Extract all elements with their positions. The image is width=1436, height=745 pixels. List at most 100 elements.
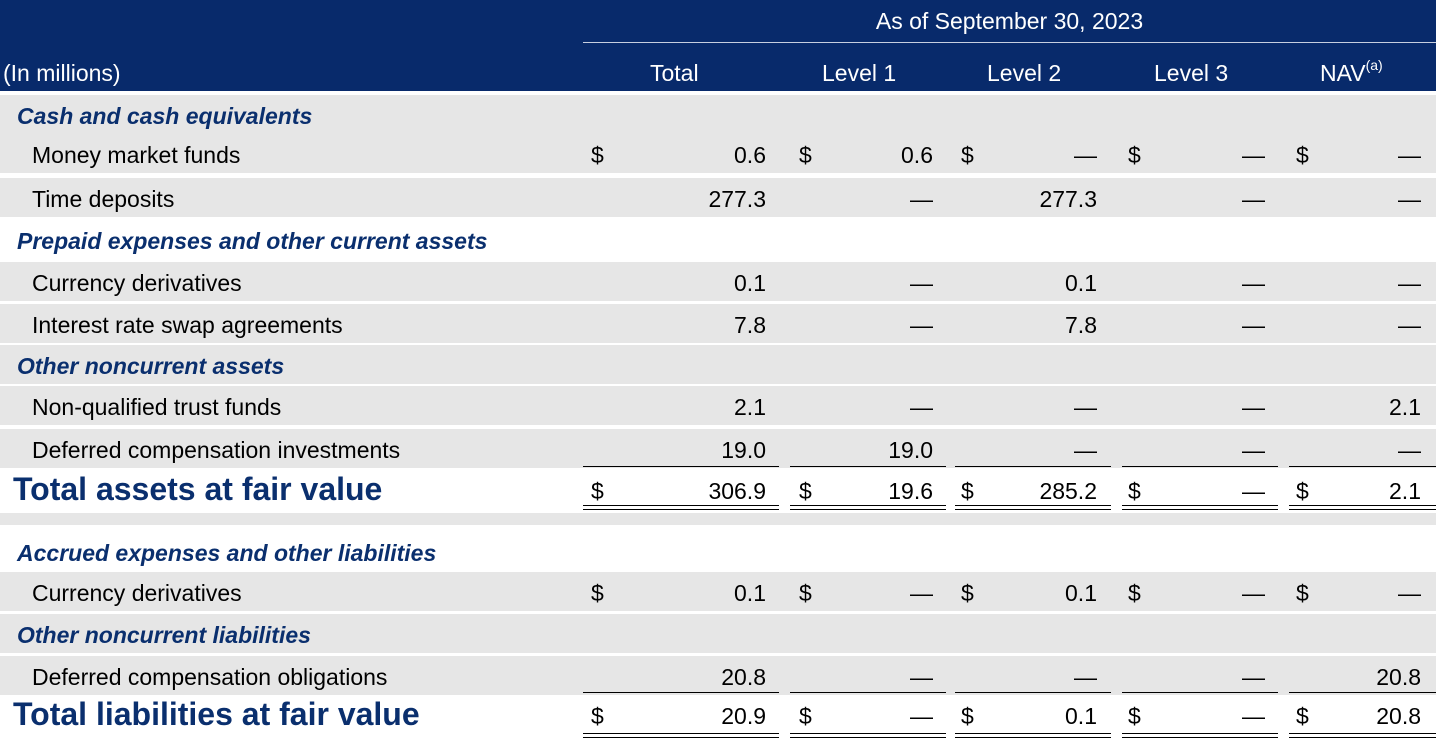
cell-level-3: — <box>1242 437 1265 463</box>
cell-total: 277.3 <box>708 186 766 212</box>
cell-level-1: 19.0 <box>888 437 933 463</box>
subtotal-rule <box>955 692 1111 693</box>
cell-level-2: 285.2 <box>1039 478 1097 504</box>
currency-symbol: $ <box>799 703 812 729</box>
currency-symbol: $ <box>591 580 604 606</box>
cell-level-2: — <box>1074 394 1097 420</box>
subtotal-rule <box>955 466 1111 467</box>
table-row-total-liabilities: Total liabilities at fair value $ 20.9 $… <box>0 695 1436 737</box>
cell-level-1: — <box>910 394 933 420</box>
table-row-time-deposits: Time deposits 277.3 — 277.3 — — <box>0 178 1436 217</box>
section-row-noncurrent-assets: Other noncurrent assets <box>0 345 1436 384</box>
cell-level-1: — <box>910 312 933 338</box>
cell-nav: — <box>1398 312 1421 338</box>
section-title: Other noncurrent assets <box>17 353 285 379</box>
row-label: Money market funds <box>32 142 241 168</box>
cell-level-2: — <box>1074 437 1097 463</box>
cell-level-1: — <box>910 270 933 296</box>
total-double-rule <box>583 505 779 510</box>
currency-symbol: $ <box>1296 703 1309 729</box>
table-row-money-market: Money market funds $ 0.6 $ 0.6 $ — $ — $… <box>0 134 1436 173</box>
cell-level-3: — <box>1242 312 1265 338</box>
cell-nav: — <box>1398 437 1421 463</box>
section-row-noncurrent-liabilities: Other noncurrent liabilities <box>0 614 1436 653</box>
nav-label: NAV <box>1320 60 1366 86</box>
row-label: Interest rate swap agreements <box>32 312 343 338</box>
unit-label: (In millions) <box>3 60 121 86</box>
cell-total: 306.9 <box>708 478 766 504</box>
nav-footnote: (a) <box>1365 57 1383 73</box>
section-row-accrued: Accrued expenses and other liabilities <box>0 532 1436 571</box>
cell-level-3: — <box>1242 580 1265 606</box>
table-row-trust-funds: Non-qualified trust funds 2.1 — — — 2.1 <box>0 386 1436 425</box>
section-title: Prepaid expenses and other current asset… <box>17 228 488 254</box>
spacer-band <box>0 513 1436 525</box>
currency-symbol: $ <box>1128 478 1141 504</box>
currency-symbol: $ <box>961 478 974 504</box>
cell-nav: 2.1 <box>1389 478 1421 504</box>
table-header: As of September 30, 2023 (In millions) T… <box>0 0 1436 91</box>
cell-level-3: — <box>1242 664 1265 690</box>
currency-symbol: $ <box>591 703 604 729</box>
cell-total: 0.1 <box>734 580 766 606</box>
row-label: Deferred compensation investments <box>32 437 401 463</box>
total-double-rule <box>1289 733 1436 738</box>
cell-nav: 20.8 <box>1376 664 1421 690</box>
cell-level-3: — <box>1242 270 1265 296</box>
section-row-prepaid: Prepaid expenses and other current asset… <box>0 220 1436 259</box>
cell-nav: — <box>1398 270 1421 296</box>
cell-nav: — <box>1398 186 1421 212</box>
cell-level-3: — <box>1242 394 1265 420</box>
currency-symbol: $ <box>1296 478 1309 504</box>
table-row-total-assets: Total assets at fair value $ 306.9 $ 19.… <box>0 470 1436 512</box>
cell-total: 20.9 <box>721 703 766 729</box>
total-double-rule <box>1289 505 1436 510</box>
total-label: Total liabilities at fair value <box>13 696 420 732</box>
subtotal-rule <box>1289 692 1436 693</box>
currency-symbol: $ <box>799 142 812 168</box>
cell-total: 0.6 <box>734 142 766 168</box>
total-double-rule <box>955 733 1111 738</box>
currency-symbol: $ <box>1128 580 1141 606</box>
cell-level-3: — <box>1242 703 1265 729</box>
currency-symbol: $ <box>799 478 812 504</box>
section-row-cash: Cash and cash equivalents <box>0 95 1436 134</box>
row-label: Time deposits <box>32 186 175 212</box>
currency-symbol: $ <box>591 478 604 504</box>
currency-symbol: $ <box>1296 142 1309 168</box>
cell-level-1: — <box>910 703 933 729</box>
cell-level-1: — <box>910 186 933 212</box>
cell-nav: — <box>1398 580 1421 606</box>
column-header-level-1: Level 1 <box>822 60 897 86</box>
cell-level-1: — <box>910 580 933 606</box>
cell-level-1: 19.6 <box>888 478 933 504</box>
cell-level-3: — <box>1242 142 1265 168</box>
section-title: Other noncurrent liabilities <box>17 622 311 648</box>
cell-level-2: 0.1 <box>1065 580 1097 606</box>
period-heading: As of September 30, 2023 <box>875 8 1144 34</box>
table-row-deferred-comp-investments: Deferred compensation investments 19.0 1… <box>0 429 1436 468</box>
subtotal-rule <box>790 692 946 693</box>
currency-symbol: $ <box>591 142 604 168</box>
cell-total: 20.8 <box>721 664 766 690</box>
subtotal-rule <box>1122 466 1278 467</box>
cell-level-2: 277.3 <box>1039 186 1097 212</box>
section-title: Accrued expenses and other liabilities <box>17 540 437 566</box>
total-double-rule <box>1122 733 1278 738</box>
currency-symbol: $ <box>961 703 974 729</box>
table-row-interest-rate-swap: Interest rate swap agreements 7.8 — 7.8 … <box>0 304 1436 343</box>
cell-level-2: — <box>1074 142 1097 168</box>
cell-level-1: — <box>910 664 933 690</box>
table-row-currency-derivatives-liabilities: Currency derivatives $ 0.1 $ — $ 0.1 $ —… <box>0 572 1436 611</box>
cell-nav: 2.1 <box>1389 394 1421 420</box>
column-header-level-2: Level 2 <box>987 60 1062 86</box>
cell-total: 0.1 <box>734 270 766 296</box>
cell-nav: — <box>1398 142 1421 168</box>
subtotal-rule <box>790 466 946 467</box>
row-label: Deferred compensation obligations <box>32 664 388 690</box>
currency-symbol: $ <box>961 580 974 606</box>
cell-total: 2.1 <box>734 394 766 420</box>
subtotal-rule <box>1122 692 1278 693</box>
total-double-rule <box>583 733 779 738</box>
column-header-nav: NAV(a) <box>1320 57 1430 87</box>
